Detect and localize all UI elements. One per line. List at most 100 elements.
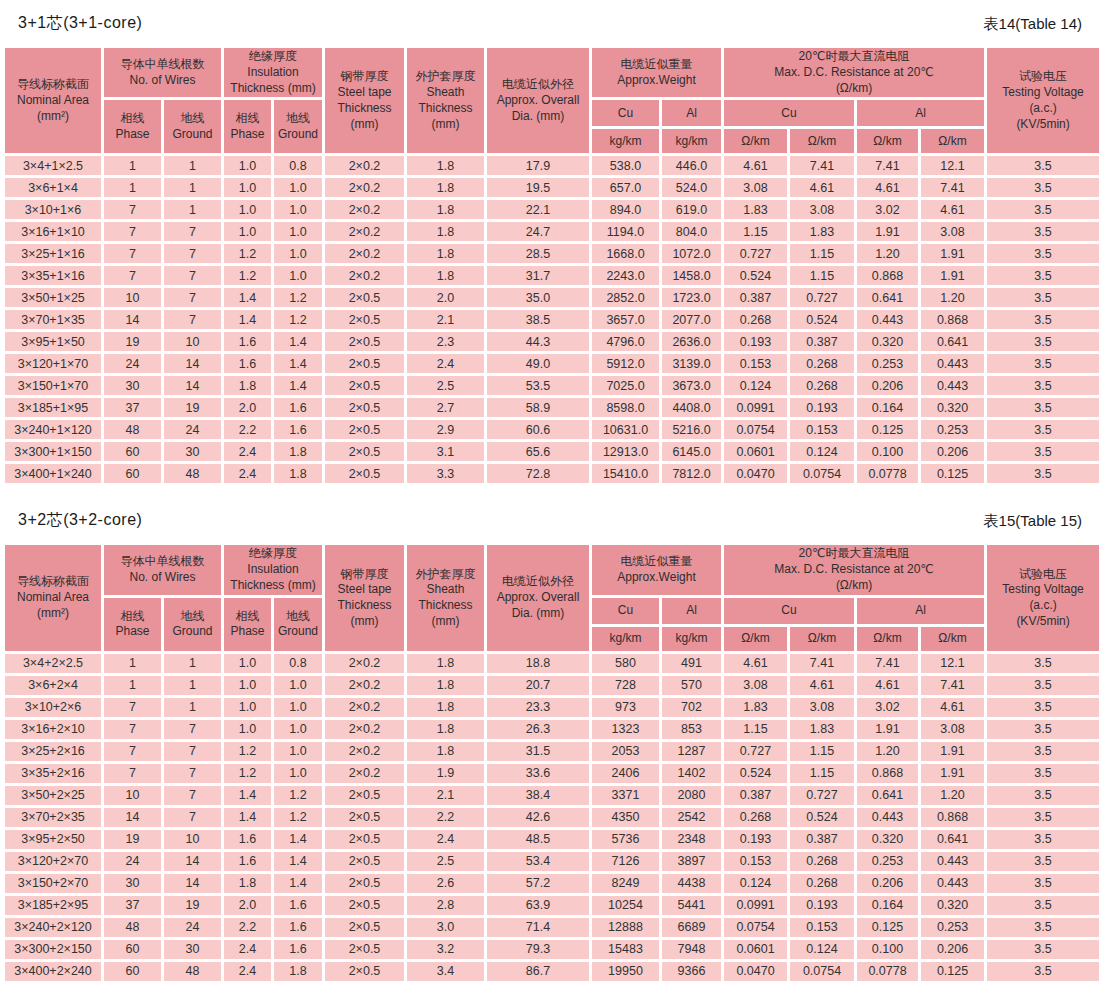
cell: 2243.0 [592, 266, 659, 285]
cell: 1.6 [274, 940, 322, 959]
cell: 0.320 [921, 398, 984, 417]
cell: 3657.0 [592, 310, 659, 329]
section-header-table14: 3+1芯(3+1-core) 表14(Table 14) [2, 0, 1098, 45]
cell: 0.268 [790, 852, 854, 871]
cell: 2348 [662, 830, 721, 849]
cell: 0.727 [790, 288, 854, 307]
cell: 72.8 [487, 464, 589, 483]
cell: 1.8 [407, 200, 484, 219]
cell: 2×0.5 [325, 786, 404, 805]
cell: 2.0 [224, 896, 271, 915]
cell: 31.5 [487, 742, 589, 761]
cell: 0.727 [790, 786, 854, 805]
cell: 1 [164, 654, 221, 673]
cell: 3×6+2×4 [5, 676, 101, 695]
cell: 973 [592, 698, 659, 717]
cell: 14 [164, 354, 221, 373]
cell: 2.4 [407, 830, 484, 849]
cell: 3.02 [857, 698, 918, 717]
table-header: 导线标称截面 Nominal Area (mm²) 导体中单线根数 No. of… [5, 545, 1099, 650]
cell: 1.0 [224, 698, 271, 717]
cell: 0.443 [921, 852, 984, 871]
cell: 5216.0 [662, 420, 721, 439]
cell: 1.8 [407, 266, 484, 285]
cell: 22.1 [487, 200, 589, 219]
cell: 48 [104, 918, 161, 937]
col-insulation: 绝缘厚度 Insulation Thickness (mm) [224, 48, 322, 97]
cell: 3×120+1×70 [5, 354, 101, 373]
cell: 2406 [592, 764, 659, 783]
cell: 24.7 [487, 222, 589, 241]
cell: 2852.0 [592, 288, 659, 307]
cell: 3.5 [987, 244, 1099, 263]
cell: 38.5 [487, 310, 589, 329]
cell: 0.100 [857, 940, 918, 959]
cell: 2.4 [224, 442, 271, 461]
cell: 0.0778 [857, 464, 918, 483]
cell: 1.4 [224, 808, 271, 827]
cell: 24 [104, 852, 161, 871]
cell: 1.0 [224, 654, 271, 673]
cell: 37 [104, 398, 161, 417]
table-number: 表15(Table 15) [984, 512, 1082, 531]
table-row: 3×50+2×251071.41.22×0.52.138.4337120800.… [5, 786, 1099, 805]
cell: 38.4 [487, 786, 589, 805]
subcol-resistance-al: Al [857, 100, 984, 126]
cell: 2×0.5 [325, 310, 404, 329]
cell: 7.41 [921, 178, 984, 197]
cell: 1.91 [921, 742, 984, 761]
cell: 19 [164, 896, 221, 915]
cell: 19 [104, 830, 161, 849]
cell: 3×185+1×95 [5, 398, 101, 417]
cell: 53.5 [487, 376, 589, 395]
cell: 4438 [662, 874, 721, 893]
table-body: 3×4+2×2.5111.00.82×0.21.818.85804914.617… [5, 654, 1099, 981]
table-row: 3×95+2×5019101.61.42×0.52.448.5573623480… [5, 830, 1099, 849]
table-row: 3×70+2×351471.41.22×0.52.242.6435025420.… [5, 808, 1099, 827]
cell: 0.268 [790, 376, 854, 395]
cell: 0.153 [790, 918, 854, 937]
table-row: 3×400+2×24060482.41.82×0.53.486.71995093… [5, 962, 1099, 981]
cell: 4.61 [921, 200, 984, 219]
cell: 3×400+1×240 [5, 464, 101, 483]
cell: 0.164 [857, 896, 918, 915]
cell: 0.206 [857, 874, 918, 893]
cell: 580 [592, 654, 659, 673]
cell: 3×300+2×150 [5, 940, 101, 959]
cell: 0.0470 [724, 464, 787, 483]
cell: 14 [104, 310, 161, 329]
cell: 8249 [592, 874, 659, 893]
cell: 7 [164, 764, 221, 783]
cell: 1.4 [274, 852, 322, 871]
table-row: 3×6+2×4111.01.02×0.21.820.77285703.084.6… [5, 676, 1099, 695]
cell: 1.0 [274, 698, 322, 717]
cell: 7 [164, 786, 221, 805]
cell: 3.5 [987, 354, 1099, 373]
cell: 4.61 [921, 698, 984, 717]
cell: 7126 [592, 852, 659, 871]
cell: 3×185+2×95 [5, 896, 101, 915]
table-row: 3×150+2×7030141.81.42×0.52.657.282494438… [5, 874, 1099, 893]
table-row: 3×300+1×15060302.41.82×0.53.165.612913.0… [5, 442, 1099, 461]
cell: 3.5 [987, 654, 1099, 673]
cell: 19950 [592, 962, 659, 981]
cell: 3.5 [987, 698, 1099, 717]
cell: 30 [104, 874, 161, 893]
cell: 0.268 [724, 310, 787, 329]
cell: 1.83 [790, 222, 854, 241]
cell: 1287 [662, 742, 721, 761]
cell: 4.61 [724, 156, 787, 175]
col-steel-tape: 钢带厚度 Steel tape Thickness (mm) [325, 48, 404, 153]
cell: 1.0 [274, 764, 322, 783]
cell: 0.0778 [857, 962, 918, 981]
cell: 12.1 [921, 156, 984, 175]
cell: 2.5 [407, 852, 484, 871]
cell: 0.253 [921, 420, 984, 439]
cell: 30 [164, 442, 221, 461]
table-row: 3×185+1×9537192.01.62×0.52.758.98598.044… [5, 398, 1099, 417]
cell: 2.6 [407, 874, 484, 893]
spec-table-3plus1-core: 导线标称截面 Nominal Area (mm²) 导体中单线根数 No. of… [2, 45, 1100, 486]
cell: 0.727 [724, 244, 787, 263]
cell: 3.5 [987, 420, 1099, 439]
cell: 1 [164, 676, 221, 695]
